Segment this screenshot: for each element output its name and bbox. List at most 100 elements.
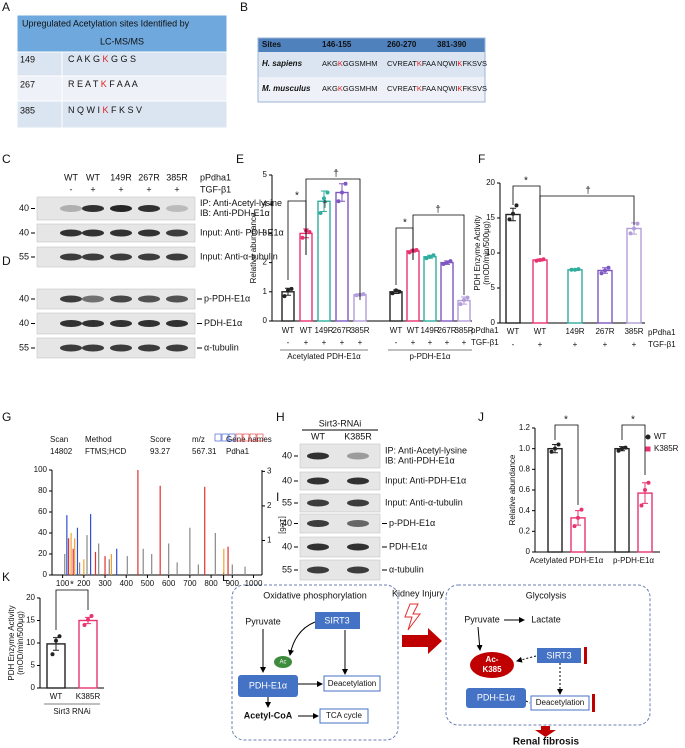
treatment-sign: + — [304, 338, 309, 347]
significance-bracket — [412, 214, 465, 295]
x-tick-label: 149R — [314, 326, 333, 335]
site-residue: K — [338, 59, 343, 68]
table-cell: CVREATKFAA — [387, 59, 436, 68]
site-residue: K — [457, 84, 462, 93]
sequence: FKSVS — [462, 59, 487, 68]
x-tick-label: K385R — [76, 692, 101, 701]
node: Ac — [279, 660, 286, 666]
blot-strip — [299, 559, 381, 581]
legend-marker — [645, 434, 651, 440]
arrow — [516, 655, 537, 663]
table-a: Upregulated Acetylation sites Identified… — [16, 14, 228, 129]
data-point — [50, 652, 55, 657]
site-residue: K — [417, 59, 422, 68]
blot-band — [82, 253, 104, 261]
x-tick-label: WT — [282, 326, 295, 335]
panel-label: A — [2, 0, 10, 14]
table-cell: 267 — [20, 79, 35, 89]
arrow — [525, 700, 531, 704]
data-point — [573, 267, 577, 272]
node: PDH-E1α — [477, 692, 515, 702]
table-row — [16, 100, 228, 129]
node: Pyruvate — [464, 614, 500, 624]
y-tick-label: 1.2 — [519, 423, 531, 432]
x-tick-label: 385R — [454, 326, 473, 335]
x-tick-label: 385R — [624, 327, 643, 336]
panel-label: E — [236, 152, 244, 166]
blot-strip — [299, 536, 381, 558]
blot-band — [110, 229, 132, 237]
data-point — [541, 257, 546, 262]
x-tick-label: 200 — [77, 579, 91, 588]
x-tick-label: 700 — [183, 579, 197, 588]
y-tick-label: 1 — [263, 287, 268, 296]
y-tick-label: 60 — [38, 507, 47, 516]
data-point — [448, 259, 453, 264]
y2-axis-label: [1e6] — [278, 516, 287, 534]
y-tick-label: 15 — [26, 616, 35, 625]
node-box — [530, 695, 590, 711]
y-tick-label: 5 — [31, 661, 36, 670]
y-tick-label: 40 — [38, 528, 47, 537]
data-point — [86, 617, 90, 622]
arrow — [288, 621, 316, 656]
blot-band — [307, 477, 329, 485]
legend-label: WT — [654, 432, 667, 441]
row-label: pPdha1 — [200, 172, 231, 182]
lane-label: WT — [311, 431, 325, 441]
significance: * — [403, 218, 407, 229]
bar — [547, 447, 563, 553]
significance: † — [322, 200, 328, 211]
blot-band — [60, 295, 82, 303]
mw-marker: 55 — [19, 342, 29, 352]
blot-label: p-PDH-E1α — [389, 518, 435, 528]
node: Lactate — [531, 614, 561, 624]
sequence: R E A T — [68, 79, 101, 89]
sequence: FAA — [422, 84, 436, 93]
blot-strip — [299, 513, 381, 534]
data-point — [361, 292, 366, 297]
data-point — [514, 203, 519, 208]
blot-band — [307, 543, 329, 551]
coverage-box — [214, 433, 222, 442]
data-point — [576, 515, 580, 520]
panel-label: J — [478, 410, 484, 424]
data-point — [286, 288, 290, 293]
sequence: G G S — [109, 54, 137, 64]
table-header-text: LC-MS/MS — [100, 36, 144, 46]
bar — [317, 200, 331, 322]
sequence: CVREAT — [387, 84, 417, 93]
group-label: p-PDH-E1α — [409, 352, 450, 361]
mw-marker: 40 — [282, 518, 292, 528]
treatment-sign: - — [287, 338, 290, 347]
data-point — [603, 268, 607, 273]
bar — [567, 269, 583, 324]
acetyl-mark — [470, 652, 514, 678]
x-tick-label: WT — [407, 326, 420, 335]
data-point — [300, 235, 305, 240]
sequence: FKSVS — [462, 84, 487, 93]
y-tick-label: 2 — [263, 258, 268, 267]
x-tick-label: WT — [507, 327, 520, 336]
lane-label: K385R — [344, 431, 372, 441]
site-residue: K — [338, 84, 343, 93]
bar — [440, 261, 454, 322]
row-label: TGF-β1 — [200, 184, 231, 194]
blot-band — [82, 320, 104, 327]
significance: † — [333, 169, 339, 180]
bar — [626, 227, 642, 324]
panel-label: F — [478, 152, 485, 166]
node: Acetyl-CoA — [244, 710, 293, 720]
table-cell: NQWIKFKSVS — [437, 59, 487, 68]
blot-band — [110, 344, 132, 352]
treatment-sign: + — [428, 338, 433, 347]
x-tick-label: 100 — [56, 579, 70, 588]
data-point — [579, 507, 584, 512]
data-point — [606, 265, 611, 270]
data-point — [556, 442, 561, 447]
treatment-sign: + — [632, 340, 637, 349]
y-tick-label: 0.6 — [519, 485, 531, 494]
table-cell: M. musculus — [262, 84, 311, 93]
bar — [505, 213, 521, 324]
